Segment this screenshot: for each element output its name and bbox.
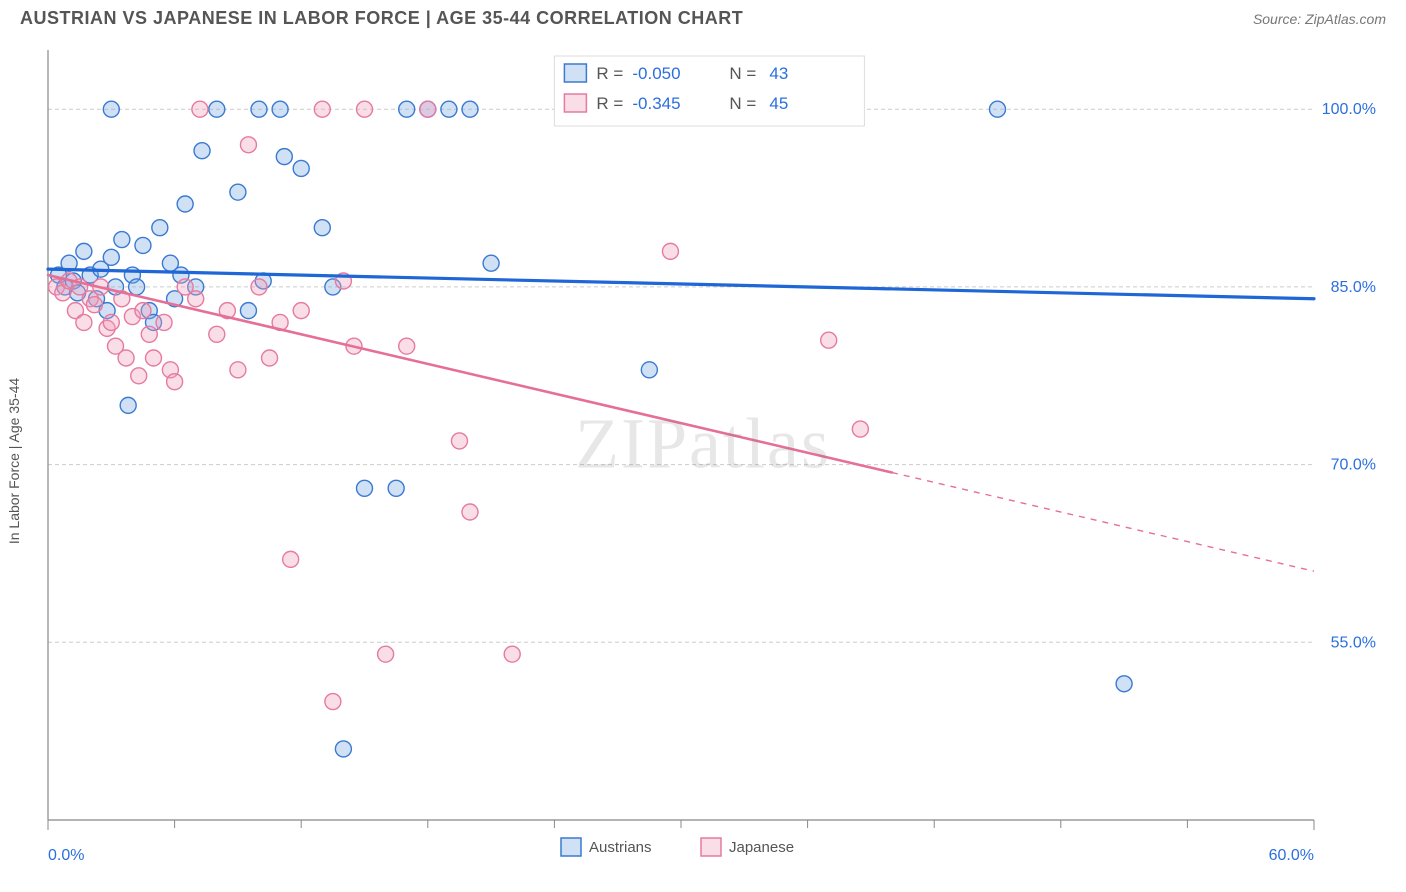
svg-text:70.0%: 70.0%: [1331, 457, 1376, 474]
svg-text:R =: R =: [596, 94, 623, 113]
svg-text:N =: N =: [729, 64, 756, 83]
svg-text:100.0%: 100.0%: [1322, 101, 1376, 118]
svg-text:-0.050: -0.050: [632, 64, 680, 83]
chart-area: In Labor Force | Age 35-44 0.0%60.0%55.0…: [20, 40, 1386, 882]
source-label: Source: ZipAtlas.com: [1253, 11, 1386, 27]
svg-text:55.0%: 55.0%: [1331, 634, 1376, 651]
svg-text:-0.345: -0.345: [632, 94, 680, 113]
svg-text:43: 43: [769, 64, 788, 83]
svg-text:Japanese: Japanese: [729, 839, 794, 856]
y-axis-label: In Labor Force | Age 35-44: [6, 378, 22, 544]
chart-title: AUSTRIAN VS JAPANESE IN LABOR FORCE | AG…: [20, 8, 743, 29]
svg-text:N =: N =: [729, 94, 756, 113]
svg-text:R =: R =: [596, 64, 623, 83]
svg-text:45: 45: [769, 94, 788, 113]
svg-text:60.0%: 60.0%: [1269, 847, 1314, 864]
svg-text:0.0%: 0.0%: [48, 847, 84, 864]
svg-text:85.0%: 85.0%: [1331, 279, 1376, 296]
scatter-chart: 0.0% 60.0% 55.0% 70.0% 85.0% 100.0% R = -0.050 N…: [20, 40, 1386, 882]
svg-text:Austrians: Austrians: [589, 839, 652, 856]
